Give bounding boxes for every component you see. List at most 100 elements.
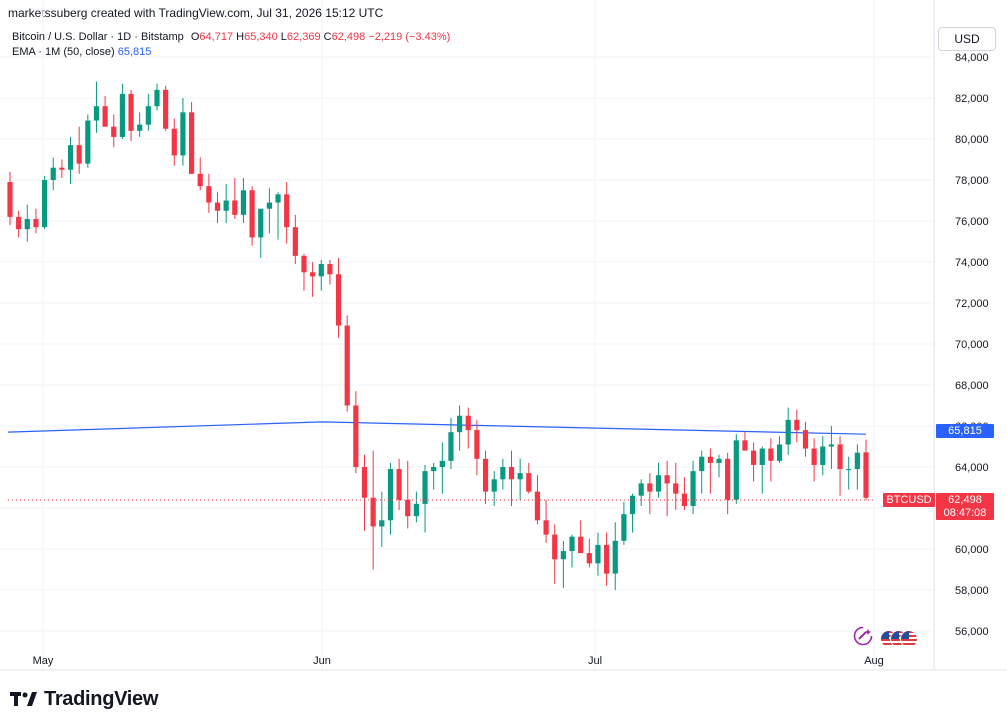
candle-body <box>344 325 350 406</box>
legend-change: −2,219 (−3.43%) <box>368 31 451 43</box>
candle-body <box>180 112 186 156</box>
y-tick-label: 64,000 <box>955 462 989 474</box>
chart-legend: Bitcoin / U.S. Dollar · 1D · Bitstamp O6… <box>12 30 450 60</box>
candle-body <box>119 93 125 137</box>
candle-body <box>776 444 783 461</box>
legend-low-key: L <box>280 31 287 43</box>
currency-button[interactable]: USD <box>938 27 996 51</box>
candle-body <box>93 106 100 121</box>
candle-body <box>604 544 610 574</box>
candle-body <box>828 444 835 447</box>
chart-indicators <box>852 626 918 651</box>
candle-body <box>206 186 212 203</box>
candle-body <box>197 173 203 187</box>
grid-lines <box>0 0 934 670</box>
legend-close: 62,498 <box>331 31 366 43</box>
candle-body <box>422 471 428 504</box>
legend-open: 64,717 <box>199 31 234 43</box>
y-tick-label: 68,000 <box>955 380 989 392</box>
legend-symbol[interactable]: Bitcoin / U.S. Dollar · 1D · Bitstamp <box>12 31 184 43</box>
ema-price-label: 65,815 <box>936 424 994 438</box>
candle-body <box>335 274 342 326</box>
candle-body <box>137 124 143 131</box>
candle-body <box>33 218 39 228</box>
candle-body <box>733 440 739 500</box>
y-tick-label: 58,000 <box>955 585 989 597</box>
candle-body <box>716 458 722 463</box>
candle-body <box>301 255 307 273</box>
legend-high: 65,340 <box>244 31 278 43</box>
legend-ema-value: 65,815 <box>117 46 152 58</box>
candle-body <box>275 194 281 203</box>
candle-body <box>370 497 376 527</box>
bar-timer-label: 08:47:08 <box>936 506 994 520</box>
candle-body <box>223 200 229 211</box>
candle-body <box>846 469 852 471</box>
candle-body <box>794 419 800 431</box>
candle-body <box>327 264 333 275</box>
candle-body <box>854 452 860 470</box>
candle-body <box>491 479 497 492</box>
candle-body <box>396 469 402 500</box>
candle-body <box>379 520 385 527</box>
candle-body <box>85 120 91 164</box>
candle-body <box>361 467 368 498</box>
x-tick-label: Jul <box>588 655 602 667</box>
candle-body <box>258 208 264 238</box>
candle-body <box>647 483 653 492</box>
legend-close-key: C <box>323 31 332 43</box>
y-tick-label: 56,000 <box>955 626 989 638</box>
candle-body <box>586 553 592 564</box>
candle-body <box>543 520 549 535</box>
candle-body <box>145 106 151 125</box>
magic-wand-icon[interactable] <box>852 626 874 651</box>
brand-name: TradingView <box>44 688 159 710</box>
candle-body <box>102 106 108 127</box>
candle-body <box>517 473 523 480</box>
candle-body <box>292 227 298 256</box>
legend-ema-label[interactable]: EMA · 1M (50, close) <box>12 46 115 58</box>
y-tick-label: 60,000 <box>955 544 989 556</box>
candle-body <box>405 499 411 517</box>
brand-footer: TradingView <box>10 688 158 711</box>
candle-body <box>111 126 117 137</box>
candle-body <box>266 202 272 209</box>
candle-body <box>188 112 195 174</box>
legend-ohlc-row: Bitcoin / U.S. Dollar · 1D · Bitstamp O6… <box>12 30 450 45</box>
candle-body <box>621 514 627 541</box>
candle-body <box>837 444 843 470</box>
candle-body <box>751 450 757 465</box>
candle-body <box>41 180 48 228</box>
us-flag-icon <box>900 629 918 648</box>
tradingview-logo-icon <box>10 691 37 706</box>
candle-body <box>310 272 316 277</box>
candle-body <box>569 536 575 552</box>
candle-body <box>387 469 394 521</box>
candle-body <box>163 89 169 129</box>
candle-body <box>413 503 419 517</box>
candle-body <box>439 460 445 467</box>
candle-body <box>526 473 532 492</box>
y-tick-label: 80,000 <box>955 134 989 146</box>
y-tick-label: 78,000 <box>955 175 989 187</box>
candle-body <box>811 448 817 465</box>
ema-line <box>7 421 867 435</box>
y-tick-label: 72,000 <box>955 298 989 310</box>
candle-body <box>284 194 290 228</box>
candle-body <box>725 458 731 500</box>
candle-body <box>214 202 221 211</box>
chart-caption: marketssuberg created with TradingView.c… <box>8 6 384 20</box>
candle-body <box>431 467 437 472</box>
time-axis: May Jun Jul Aug <box>33 655 884 667</box>
candle-body <box>578 536 584 554</box>
y-tick-label: 76,000 <box>955 216 989 228</box>
candle-body <box>560 551 566 560</box>
y-tick-label: 84,000 <box>955 52 989 64</box>
flag-icons[interactable] <box>880 629 918 649</box>
candle-body <box>638 483 644 496</box>
candle-body <box>76 145 82 164</box>
candle-body <box>508 467 515 480</box>
candle-body <box>612 540 618 574</box>
legend-high-key: H <box>236 31 245 43</box>
